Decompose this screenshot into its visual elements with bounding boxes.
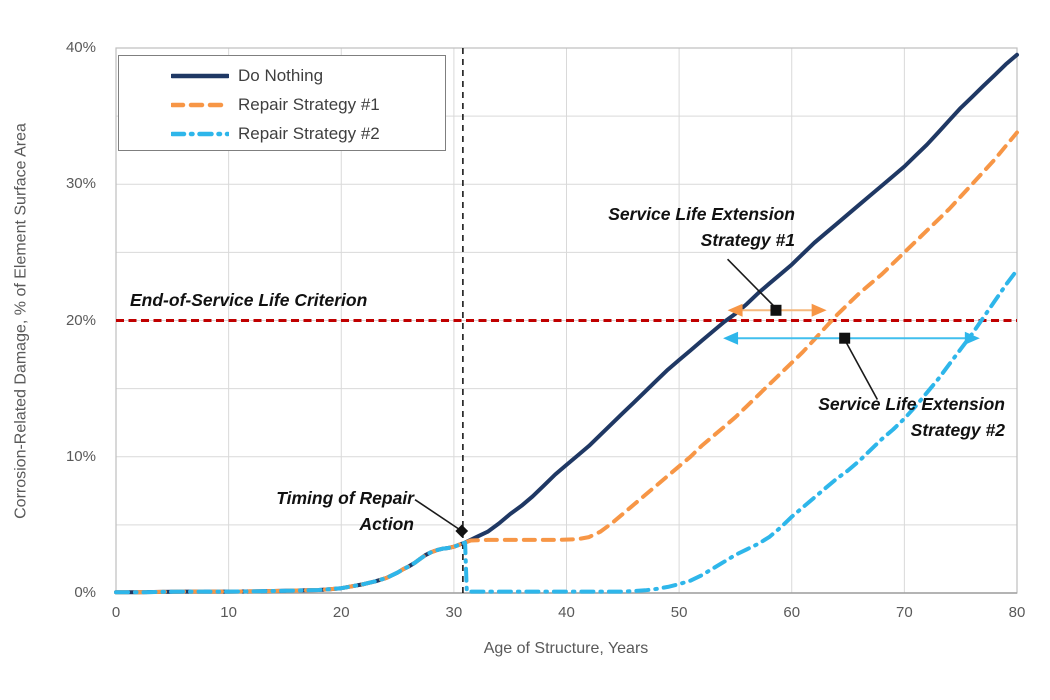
s2-leader-marker bbox=[839, 332, 851, 344]
legend-label: Repair Strategy #2 bbox=[238, 123, 380, 143]
x-tick-label: 0 bbox=[111, 604, 121, 621]
s1-leader bbox=[726, 258, 777, 309]
timing-leader bbox=[414, 499, 463, 532]
annotation-timing-of-repair: Timing of Repair Action bbox=[276, 485, 414, 537]
x-axis-title: Age of Structure, Years bbox=[483, 640, 649, 657]
timing-leader-marker bbox=[455, 524, 469, 538]
x-tick-label: 50 bbox=[670, 604, 688, 621]
annotation-end-of-service-criterion: End-of-Service Life Criterion bbox=[130, 287, 367, 313]
y-tick-label: 20% bbox=[65, 311, 96, 329]
legend-item-repair-strategy-1: Repair Strategy #1 bbox=[119, 90, 445, 119]
x-tick-label: 20 bbox=[332, 604, 350, 621]
annotation-text: End-of-Service Life Criterion bbox=[130, 290, 368, 310]
annotation-text: Timing of Repair bbox=[276, 488, 414, 508]
annotation-service-life-extension-2: Service Life Extension Strategy #2 bbox=[818, 391, 1005, 443]
y-tick-label: 10% bbox=[65, 447, 96, 465]
legend: Do Nothing Repair Strategy #1 Repair Strat… bbox=[118, 55, 446, 151]
legend-item-do-nothing: Do Nothing bbox=[119, 61, 445, 90]
legend-rows: Do Nothing Repair Strategy #1 Repair Strat… bbox=[119, 61, 445, 148]
y-axis-title: Corrosion-Related Damage, % of Element S… bbox=[12, 123, 30, 519]
annotation-text: Action bbox=[359, 514, 414, 534]
s2-leader bbox=[843, 339, 879, 400]
y-tick-label: 30% bbox=[65, 175, 96, 193]
x-tick-label: 30 bbox=[445, 604, 463, 621]
legend-item-repair-strategy-2: Repair Strategy #2 bbox=[119, 119, 445, 148]
x-tick-label: 10 bbox=[220, 604, 237, 621]
annotation-text: Service Life Extension bbox=[818, 394, 1005, 414]
legend-label: Repair Strategy #1 bbox=[238, 94, 380, 114]
service-life-extension-1-arrow-right-head bbox=[811, 303, 827, 317]
annotation-text: Strategy #2 bbox=[910, 420, 1005, 440]
service-life-extension-1-arrow-left-head bbox=[727, 303, 743, 317]
annotation-text: Service Life Extension bbox=[608, 204, 795, 224]
service-life-extension-2-arrow-left-head bbox=[723, 331, 739, 345]
y-tick-label: 40% bbox=[65, 39, 96, 56]
annotation-service-life-extension-1: Service Life Extension Strategy #1 bbox=[608, 201, 795, 253]
legend-line-sample bbox=[171, 102, 229, 107]
x-tick-label: 80 bbox=[1008, 604, 1026, 621]
x-tick-label: 40 bbox=[558, 604, 575, 621]
legend-line-sample bbox=[171, 73, 229, 78]
y-tick-label: 0% bbox=[74, 584, 96, 601]
series-line-repair-strategy-2 bbox=[114, 268, 1019, 595]
s1-leader-marker bbox=[770, 304, 782, 316]
annotation-text: Strategy #1 bbox=[700, 230, 795, 250]
service-life-extension-2-arrow-right-head bbox=[964, 331, 980, 345]
x-tick-label: 70 bbox=[896, 604, 913, 621]
legend-label: Do Nothing bbox=[238, 65, 324, 85]
x-tick-label: 60 bbox=[783, 604, 801, 621]
legend-line-sample bbox=[171, 131, 229, 136]
